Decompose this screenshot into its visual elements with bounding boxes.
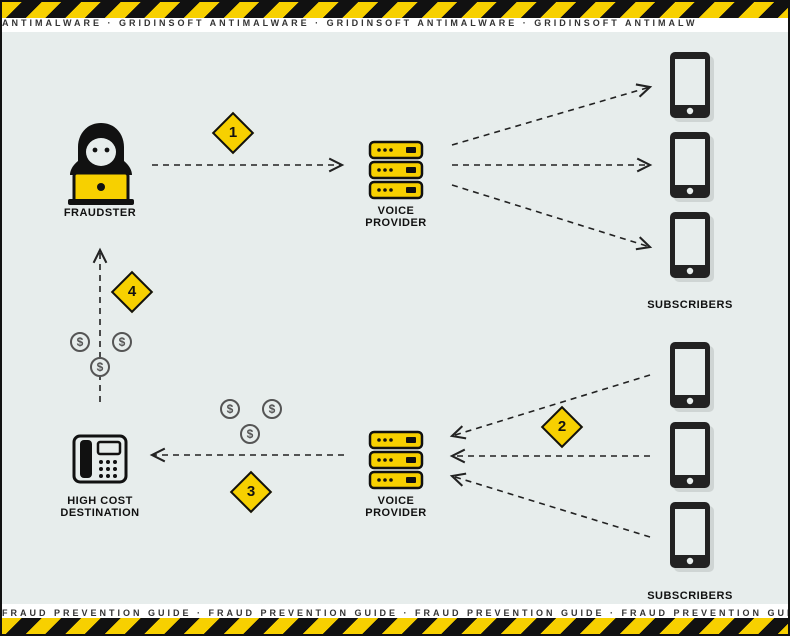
diagram-frame: ANTIMALWARE · GRIDINSOFT ANTIMALWARE · G… (0, 0, 790, 636)
arrows-layer (2, 32, 788, 604)
dollar-badge: $ (220, 399, 240, 419)
watermark-bottom: FRAUD PREVENTION GUIDE · FRAUD PREVENTIO… (2, 608, 788, 618)
dollar-badge: $ (112, 332, 132, 352)
dollar-badge: $ (70, 332, 90, 352)
hazard-stripe-top (2, 2, 788, 18)
dollar-badge: $ (262, 399, 282, 419)
dollar-badge: $ (240, 424, 260, 444)
watermark-top: ANTIMALWARE · GRIDINSOFT ANTIMALWARE · G… (2, 18, 788, 28)
hazard-stripe-bottom (2, 618, 788, 634)
diagram-stage: FRAUDSTER VOICE PROVIDER SUBSCRIBERS VOI… (2, 32, 788, 604)
dollar-badge: $ (90, 357, 110, 377)
